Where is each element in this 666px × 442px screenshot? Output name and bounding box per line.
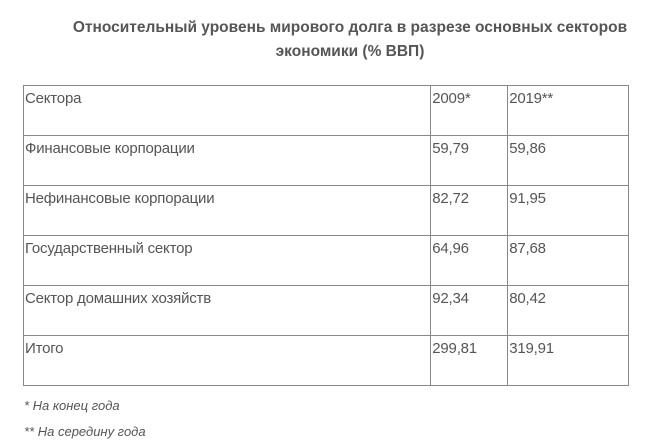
table-cell: 2009* [430, 85, 509, 136]
table-cell: 319,91 [507, 335, 629, 386]
table-cell: 299,81 [430, 335, 509, 386]
table-cell: Сектора [22, 85, 432, 136]
footnote-2019: ** На середину года [24, 424, 146, 439]
table-row: Финансовые корпорации 59,79 59,86 [22, 135, 629, 186]
table-cell: 82,72 [430, 185, 509, 236]
footnote-2009: * На конец года [24, 398, 120, 413]
table-cell: 59,79 [430, 135, 509, 186]
page-title: Относительный уровень мирового долга в р… [72, 19, 628, 60]
table-cell: 87,68 [507, 235, 629, 286]
table-row: Итого 299,81 319,91 [22, 335, 629, 386]
table-cell: Нефинансовые корпорации [22, 185, 432, 236]
table-header-row: Сектора 2009* 2019** [22, 85, 629, 136]
table-cell: 64,96 [430, 235, 509, 286]
table-cell: 91,95 [507, 185, 629, 236]
table-row: Государственный сектор 64,96 87,68 [22, 235, 629, 286]
table-cell: Финансовые корпорации [22, 135, 432, 186]
table-cell: 2019** [507, 85, 629, 136]
table-cell: 59,86 [507, 135, 629, 186]
table-cell: 80,42 [507, 285, 629, 336]
debt-table: Сектора 2009* 2019** Финансовые корпорации 5… [22, 85, 629, 386]
table-cell: Государственный сектор [22, 235, 432, 286]
table-cell: Итого [22, 335, 432, 386]
table-cell: Сектор домашних хозяйств [22, 285, 432, 336]
table-cell: 92,34 [430, 285, 509, 336]
table-row: Сектор домашних хозяйств 92,34 80,42 [22, 285, 629, 336]
table-row: Нефинансовые корпорации 82,72 91,95 [22, 185, 629, 236]
